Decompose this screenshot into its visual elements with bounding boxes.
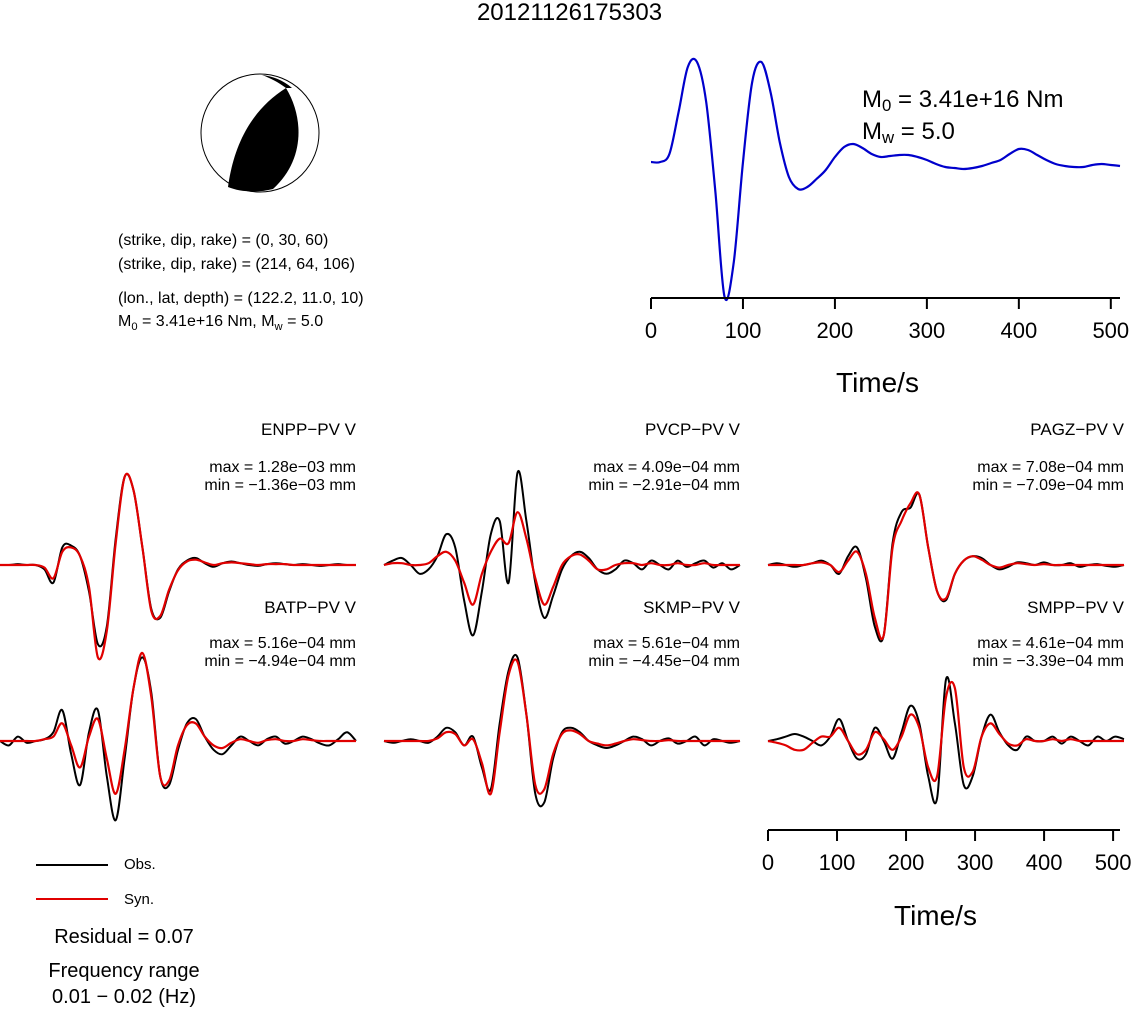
stf-xaxis-title: Time/s bbox=[836, 367, 919, 398]
syn-trace-batp bbox=[0, 651, 356, 795]
min-amplitude: min = −1.36e−03 mm bbox=[204, 477, 356, 494]
obs-trace-skmp bbox=[383, 653, 741, 808]
location-text: (lon., lat, depth) = (122.2, 11.0, 10) bbox=[118, 290, 364, 307]
wave-x-tick-label: 200 bbox=[887, 850, 925, 875]
max-amplitude: max = 4.61e−04 mm bbox=[977, 635, 1124, 652]
min-amplitude: min = −2.91e−04 mm bbox=[588, 477, 740, 494]
beachball-compression-quadrant bbox=[228, 88, 299, 192]
wave-x-tick-label: 400 bbox=[1025, 850, 1063, 875]
moment-prefix: M bbox=[118, 313, 132, 330]
plane1-text: (strike, dip, rake) = (0, 30, 60) bbox=[118, 232, 329, 249]
stf-m0-prefix: M bbox=[862, 86, 882, 113]
stf-x-tick-label: 100 bbox=[724, 318, 762, 343]
syn-trace-enpp bbox=[0, 472, 356, 661]
moment-sub: 0 bbox=[131, 321, 138, 333]
obs-trace-enpp bbox=[0, 473, 357, 648]
freq-range-value: 0.01 − 0.02 (Hz) bbox=[52, 986, 196, 1008]
min-amplitude: min = −4.94e−04 mm bbox=[204, 653, 356, 670]
mw-value: = 5.0 bbox=[282, 313, 324, 330]
stf-m0-sub: 0 bbox=[882, 96, 892, 115]
stf-m0-value: = 3.41e+16 Nm bbox=[891, 86, 1064, 113]
min-amplitude: min = −4.45e−04 mm bbox=[588, 653, 740, 670]
stf-mw-label: Mw = 5.0 bbox=[862, 118, 955, 146]
station-label: PAGZ−PV V bbox=[1030, 420, 1124, 439]
max-amplitude: max = 4.09e−04 mm bbox=[593, 459, 740, 476]
max-amplitude: max = 5.16e−04 mm bbox=[209, 635, 356, 652]
legend-syn-label: Syn. bbox=[124, 891, 155, 908]
station-label: SKMP−PV V bbox=[643, 598, 740, 617]
station-label: ENPP−PV V bbox=[261, 420, 356, 439]
freq-range-label: Frequency range bbox=[48, 960, 200, 982]
figure-title: 20121126175303 bbox=[476, 0, 663, 26]
plane2-text: (strike, dip, rake) = (214, 64, 106) bbox=[118, 256, 355, 273]
mw-sub: w bbox=[274, 321, 283, 333]
stf-m0-label: M0 = 3.41e+16 Nm bbox=[862, 86, 1063, 114]
wave-x-tick-label: 500 bbox=[1094, 850, 1132, 875]
max-amplitude: max = 1.28e−03 mm bbox=[209, 459, 356, 476]
station-label: PVCP−PV V bbox=[645, 420, 740, 439]
syn-trace-pvcp bbox=[383, 511, 740, 606]
wave-xaxis-title: Time/s bbox=[894, 900, 977, 931]
wave-x-tick-label: 0 bbox=[761, 850, 775, 875]
stf-x-tick-label: 500 bbox=[1092, 318, 1130, 343]
obs-trace-pagz bbox=[767, 492, 1125, 643]
max-amplitude: max = 7.08e−04 mm bbox=[977, 459, 1124, 476]
min-amplitude: min = −7.09e−04 mm bbox=[972, 477, 1124, 494]
stf-mw-sub: w bbox=[882, 128, 895, 147]
stf-x-tick-label: 300 bbox=[908, 318, 946, 343]
syn-trace-pagz bbox=[767, 491, 1124, 641]
stf-mw-value: = 5.0 bbox=[894, 118, 955, 145]
moment-value: = 3.41e+16 Nm, M bbox=[137, 313, 275, 330]
station-label: BATP−PV V bbox=[264, 598, 356, 617]
min-amplitude: min = −3.39e−04 mm bbox=[972, 653, 1124, 670]
moment-text: M0 = 3.41e+16 Nm, Mw = 5.0 bbox=[118, 312, 324, 333]
wave-x-tick-label: 300 bbox=[956, 850, 994, 875]
wave-x-tick-label: 100 bbox=[818, 850, 856, 875]
stf-x-tick-label: 0 bbox=[644, 318, 658, 343]
syn-trace-smpp bbox=[767, 680, 1124, 782]
max-amplitude: max = 5.61e−04 mm bbox=[593, 635, 740, 652]
syn-trace-skmp bbox=[384, 658, 740, 796]
stf-mw-prefix: M bbox=[862, 118, 882, 145]
legend-obs-label: Obs. bbox=[124, 856, 156, 873]
beachball-compression-sliver bbox=[262, 75, 292, 88]
stf-x-tick-label: 200 bbox=[816, 318, 854, 343]
residual-text: Residual = 0.07 bbox=[54, 926, 194, 948]
station-label: SMPP−PV V bbox=[1027, 598, 1124, 617]
obs-trace-smpp bbox=[767, 676, 1125, 805]
stf-x-tick-label: 400 bbox=[1000, 318, 1038, 343]
obs-trace-pvcp bbox=[383, 469, 741, 637]
